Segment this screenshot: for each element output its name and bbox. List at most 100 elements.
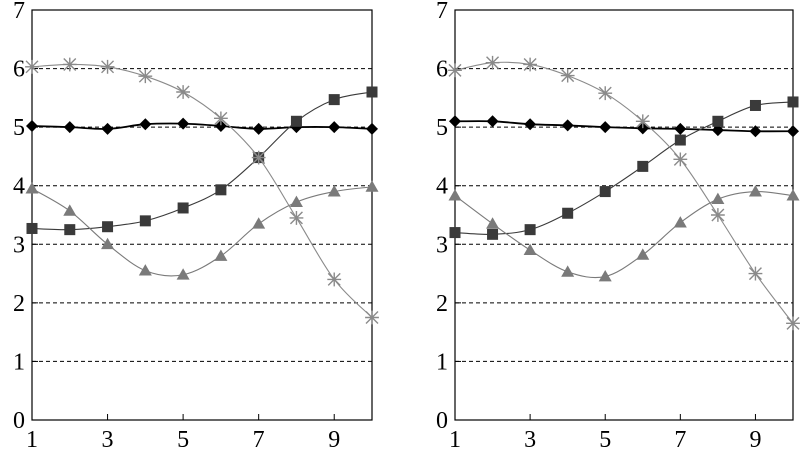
x-tick-label: 1 [449, 427, 461, 453]
data-point-star [598, 86, 613, 101]
data-point-diamond [366, 122, 378, 135]
data-point-square [26, 222, 38, 234]
x-tick-label: 1 [26, 427, 38, 453]
series-line-star [454, 61, 794, 324]
y-tick-label: 6 [436, 57, 448, 83]
data-point-star [748, 266, 763, 281]
data-point-star [251, 150, 266, 165]
y-tick-label: 0 [436, 408, 448, 434]
data-point-diamond [749, 125, 762, 138]
x-tick-label: 5 [599, 427, 611, 453]
y-tick-label: 4 [13, 174, 25, 200]
data-point-star [485, 55, 500, 70]
data-point-triangle [101, 237, 115, 250]
data-point-triangle [561, 265, 575, 277]
series-line-triangle [454, 191, 794, 279]
data-point-square [674, 134, 686, 146]
data-point-square [599, 186, 611, 198]
data-point-star [448, 63, 462, 78]
data-point-diamond [711, 124, 724, 137]
y-tick-label: 7 [436, 0, 448, 24]
data-point-diamond [177, 117, 190, 130]
data-point-square [366, 86, 378, 98]
data-point-square [290, 115, 302, 127]
data-point-triangle [176, 268, 190, 280]
data-point-star [176, 85, 191, 99]
data-point-diamond [328, 121, 341, 134]
data-point-triangle [636, 248, 650, 260]
data-point-star [289, 211, 304, 225]
data-point-triangle [252, 217, 266, 229]
data-point-triangle [289, 195, 303, 207]
data-point-square [712, 115, 724, 127]
y-tick-label: 6 [13, 57, 25, 83]
series-line-diamond [31, 122, 373, 130]
data-point-star [523, 57, 538, 72]
data-point-diamond [252, 122, 265, 135]
data-point-square [64, 224, 76, 236]
data-point-triangle [786, 189, 800, 201]
series-line-diamond [454, 120, 794, 133]
series-line-triangle [31, 186, 373, 277]
data-point-triangle [598, 270, 612, 282]
data-point-diamond [561, 119, 574, 132]
y-tick-label: 1 [13, 349, 25, 375]
plot-frame [31, 9, 373, 421]
x-tick-label: 5 [177, 427, 189, 453]
data-point-diamond [139, 118, 152, 131]
data-point-square [637, 160, 649, 172]
data-point-star [138, 69, 153, 84]
data-point-diamond [214, 119, 227, 132]
data-point-triangle [365, 180, 379, 192]
series-line-square [454, 101, 794, 235]
data-point-triangle [214, 249, 228, 261]
y-tick-label: 5 [13, 115, 25, 141]
data-point-diamond [787, 125, 799, 138]
data-point-star [327, 272, 342, 287]
x-tick-label: 9 [749, 427, 761, 453]
plot-frame [454, 9, 794, 421]
x-tick-label: 3 [102, 427, 114, 453]
data-point-square [487, 228, 499, 240]
x-tick-label: 3 [524, 427, 536, 453]
y-tick-label: 5 [436, 115, 448, 141]
data-point-star [560, 68, 575, 83]
data-point-diamond [101, 122, 114, 135]
y-tick-label: 3 [436, 232, 448, 258]
data-point-square [215, 184, 227, 196]
data-point-star [62, 57, 77, 72]
data-point-triangle [63, 204, 77, 216]
data-point-diamond [599, 121, 612, 134]
y-tick-label: 1 [436, 349, 448, 375]
data-point-diamond [524, 118, 537, 131]
data-point-star [25, 59, 39, 74]
x-tick-label: 9 [328, 427, 340, 453]
y-tick-label: 3 [13, 232, 25, 258]
data-point-diamond [674, 122, 687, 135]
y-tick-label: 0 [13, 408, 25, 434]
data-point-diamond [63, 121, 76, 134]
y-tick-label: 2 [13, 291, 25, 317]
data-point-diamond [636, 122, 649, 135]
data-point-diamond [26, 119, 38, 132]
data-point-triangle [711, 192, 725, 205]
data-point-star [786, 316, 800, 331]
data-point-star [710, 208, 725, 222]
data-point-triangle [448, 189, 462, 201]
data-point-square [139, 215, 151, 227]
data-point-square [177, 202, 189, 214]
data-point-square [749, 99, 761, 111]
y-tick-label: 2 [436, 291, 448, 317]
series-line-star [31, 63, 373, 318]
x-tick-label: 7 [674, 427, 686, 453]
data-point-square [102, 221, 114, 233]
series-line-square [31, 91, 373, 231]
data-point-square [449, 227, 461, 239]
data-point-star [673, 152, 688, 167]
y-tick-label: 4 [436, 174, 448, 200]
data-point-triangle [673, 216, 687, 228]
data-point-diamond [449, 115, 461, 128]
